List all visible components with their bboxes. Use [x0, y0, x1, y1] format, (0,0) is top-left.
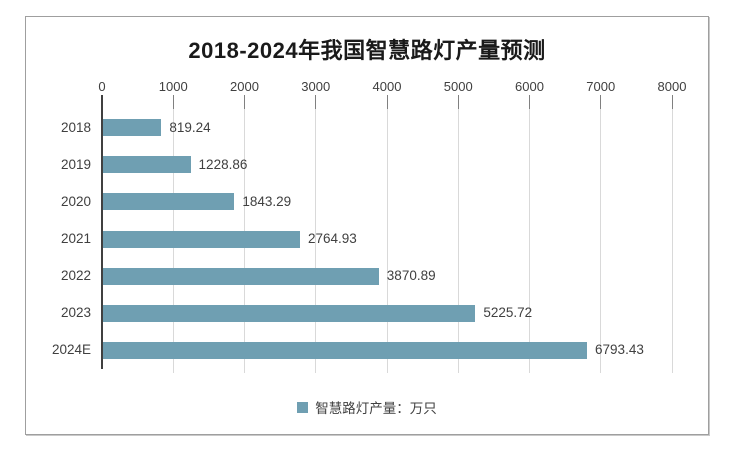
x-axis-tick: [457, 95, 459, 109]
legend-label: 智慧路灯产量：万只: [315, 401, 437, 416]
x-axis-tick-label: 4000: [372, 79, 402, 94]
bar: [103, 119, 162, 137]
x-axis-tick: [172, 95, 174, 109]
plot-area: 0 1000 2000 3000 4000 5000 6000 7000 8000 2018 819…: [26, 17, 708, 434]
gridline: [386, 109, 388, 373]
x-axis-tick: [386, 95, 388, 109]
gridline: [457, 109, 459, 373]
bar: [103, 341, 588, 359]
category-label: 2018: [60, 119, 91, 135]
category-label: 2019: [60, 156, 91, 172]
bar: [103, 156, 191, 174]
x-axis-tick: [671, 95, 673, 109]
value-label: 1843.29: [242, 193, 292, 209]
x-axis-tick-label: 3000: [301, 79, 331, 94]
value-label: 2764.93: [308, 231, 357, 246]
category-label: 2020: [60, 193, 91, 209]
value-label: 3870.89: [386, 268, 436, 284]
gridline: [600, 109, 602, 373]
gridline: [671, 109, 673, 373]
x-axis-tick-label: 8000: [657, 79, 687, 94]
bar: [103, 230, 300, 248]
category-label: 2022: [60, 268, 91, 284]
category-label: 2024E: [51, 342, 91, 358]
legend-square-marker-icon: [297, 401, 309, 413]
bar: [103, 304, 476, 322]
x-axis-tick: [529, 95, 530, 109]
bar: [103, 193, 235, 211]
value-label: 819.24: [169, 119, 211, 135]
legend: 智慧路灯产量：万只: [26, 397, 708, 417]
chart-frame: 2018-2024年我国智慧路灯产量预测 0 1000 2000 3000 4000 50…: [25, 16, 709, 435]
chart-title: 2018-2024年我国智慧路灯产量预测: [188, 38, 546, 63]
x-axis-tick: [315, 95, 317, 109]
x-axis-tick-label: 7000: [586, 79, 616, 94]
bar: [103, 267, 379, 285]
x-axis-tick-label: 1000: [158, 79, 188, 94]
value-label: 5225.72: [483, 305, 533, 321]
category-label: 2023: [60, 305, 91, 321]
x-axis-tick: [244, 95, 245, 109]
x-axis-tick-label: 2000: [230, 79, 259, 94]
y-axis-line: [101, 95, 103, 369]
x-axis-tick-label: 5000: [443, 79, 473, 94]
gridline: [315, 109, 317, 373]
value-label: 6793.43: [595, 342, 644, 358]
gridline: [529, 109, 530, 373]
value-label: 1228.86: [198, 156, 248, 172]
x-axis-tick: [600, 95, 602, 109]
x-axis-tick-label: 0: [98, 79, 106, 94]
x-axis-tick-label: 6000: [515, 79, 544, 94]
category-label: 2021: [60, 231, 91, 246]
